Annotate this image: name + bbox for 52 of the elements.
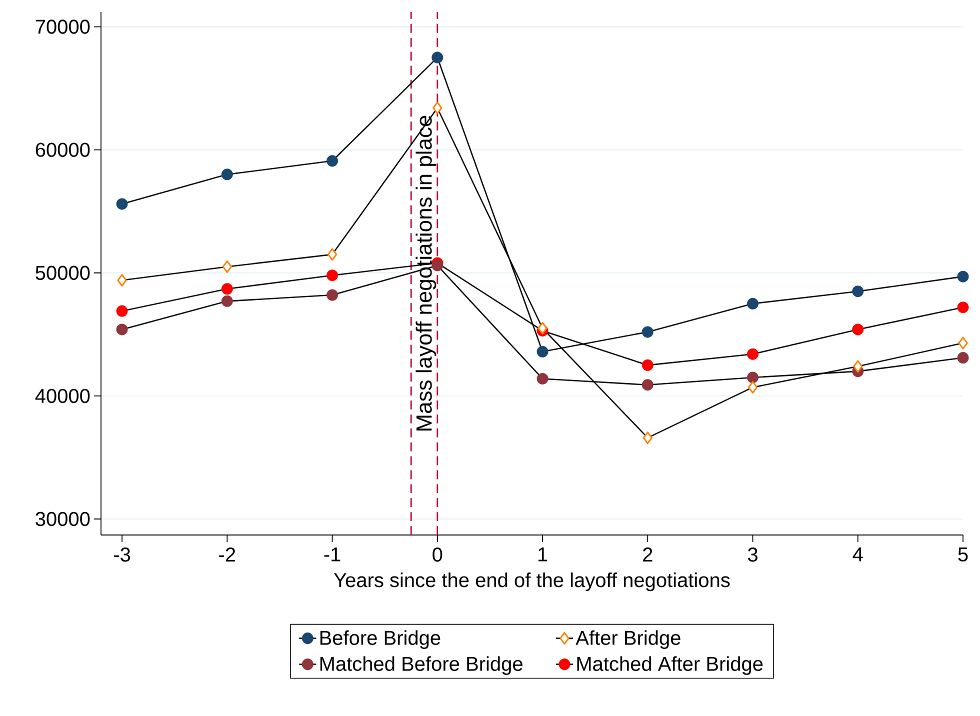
y-tick-label: 40000 [35, 388, 90, 404]
point [957, 270, 969, 282]
legend-label: Before Bridge [320, 630, 440, 649]
point [538, 322, 548, 335]
legend-label: After Bridge [576, 630, 680, 649]
point [116, 198, 128, 210]
point [326, 289, 338, 301]
x-tick-label: 0 [432, 548, 442, 562]
x-tick-label: 3 [748, 548, 758, 562]
point [958, 336, 968, 350]
point [747, 372, 759, 384]
point [957, 352, 969, 364]
x-tick-label: -3 [114, 548, 130, 562]
point [327, 248, 338, 261]
x-tick-label: 4 [852, 548, 863, 562]
point [116, 324, 128, 336]
point [853, 360, 863, 373]
point [852, 286, 864, 298]
point [221, 295, 233, 307]
point [642, 326, 654, 338]
ref-line-label: Mass layoff negotiations in place [416, 116, 436, 430]
point [957, 302, 969, 314]
point [748, 381, 758, 394]
point [326, 270, 338, 282]
point [747, 348, 759, 360]
point [642, 359, 654, 371]
y-tick-label: 50000 [36, 266, 90, 280]
x-tick-label: -2 [219, 548, 236, 562]
legend-label: Matched Before Bridge [320, 656, 522, 675]
x-tick-label: 2 [643, 548, 652, 562]
point [432, 102, 442, 114]
point [642, 379, 654, 391]
x-tick-label: 1 [538, 548, 548, 562]
x-tick-label: 5 [958, 548, 968, 562]
point [221, 283, 233, 295]
point [642, 432, 653, 444]
point [326, 155, 338, 167]
point [747, 298, 759, 310]
point [222, 260, 232, 273]
point [852, 324, 864, 336]
x-axis-title: Years since the end of the layoff negotiations [334, 572, 730, 592]
point [221, 168, 233, 180]
point [117, 274, 127, 287]
x-tick-label: -1 [324, 548, 340, 562]
point [116, 305, 128, 317]
point [536, 372, 548, 384]
point [432, 52, 444, 64]
y-tick-label: 30000 [36, 512, 90, 526]
point [536, 346, 548, 358]
y-tick-label: 70000 [36, 20, 90, 34]
legend-label: Matched After Bridge [577, 656, 763, 675]
y-tick-label: 60000 [36, 142, 90, 157]
